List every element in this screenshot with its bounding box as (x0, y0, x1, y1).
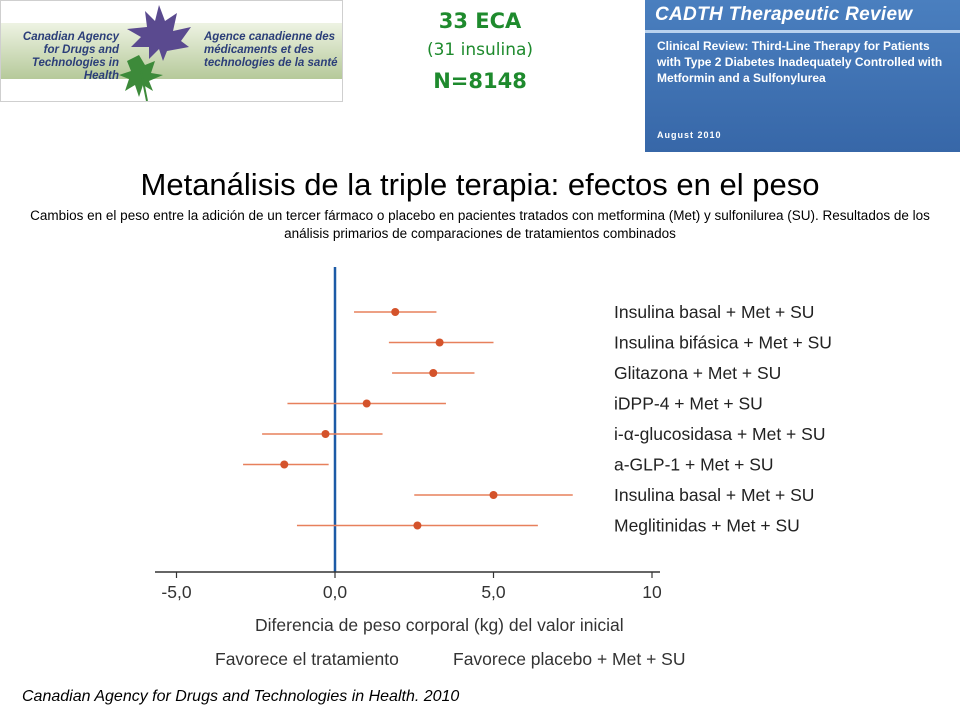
report-cover: CADTH Therapeutic Review Clinical Review… (645, 0, 960, 152)
x-axis-label: Diferencia de peso corporal (kg) del val… (255, 615, 624, 635)
page-title: Metanálisis de la triple terapia: efecto… (140, 167, 820, 202)
page-subtitle: Cambios en el peso entre la adición de u… (30, 208, 930, 241)
row-label: Insulina basal + Met + SU (614, 485, 814, 505)
row-label: a-GLP-1 + Met + SU (614, 455, 774, 475)
report-divider (645, 30, 960, 33)
row-label: iDPP-4 + Met + SU (614, 394, 763, 414)
point-estimate (489, 491, 498, 499)
point-estimate (391, 308, 400, 316)
source-citation: Canadian Agency for Drugs and Technologi… (22, 688, 460, 705)
row-label: Insulina bifásica + Met + SU (614, 333, 832, 353)
logo-english-text: Canadian Agency for Drugs and Technologi… (22, 31, 119, 82)
favors-left-label: Favorece el tratamiento (215, 649, 399, 669)
row-label: i-α-glucosidasa + Met + SU (614, 424, 825, 444)
point-estimate (429, 369, 438, 377)
point-estimate (362, 399, 371, 408)
point-estimate (435, 338, 444, 347)
insulin-count: (31 insulina) (426, 40, 534, 60)
logo-french-text: Agence canadienne des médicaments et des… (204, 31, 338, 69)
report-body: Clinical Review: Third-Line Therapy for … (657, 39, 943, 85)
report-series-title: CADTH Therapeutic Review (655, 4, 913, 25)
x-tick-label: 10 (642, 582, 662, 602)
x-tick-label: 0,0 (323, 582, 348, 602)
point-estimate (321, 430, 330, 438)
row-label: Glitazona + Met + SU (614, 363, 781, 383)
cadth-logo: Canadian Agency for Drugs and Technologi… (0, 0, 343, 102)
point-estimate (413, 521, 422, 530)
point-estimate (280, 460, 289, 469)
forest-plot: Insulina basal + Met + SU Insulina bifási… (155, 267, 832, 669)
maple-leaf-icon (119, 5, 191, 101)
x-tick-label: -5,0 (161, 582, 191, 602)
report-date: August 2010 (657, 130, 722, 140)
sample-size: N=8148 (433, 69, 527, 93)
x-tick-label: 5,0 (481, 582, 506, 602)
favors-right-label: Favorece placebo + Met + SU (453, 649, 685, 669)
row-label: Insulina basal + Met + SU (614, 302, 814, 322)
rct-count: 33 ECA (438, 9, 522, 33)
row-label: Meglitinidas + Met + SU (614, 516, 800, 536)
study-info: 33 ECA (31 insulina) N=8148 (380, 6, 580, 98)
